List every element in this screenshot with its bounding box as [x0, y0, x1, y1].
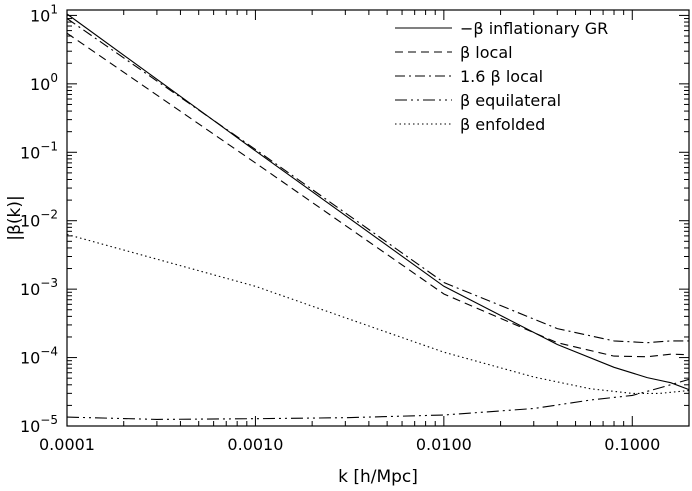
series-line-3: [66, 378, 690, 420]
y-tick-label: 10−3: [20, 276, 58, 299]
legend-label-name: β local: [460, 43, 513, 62]
y-tick-exponent: −2: [40, 208, 58, 222]
legend-label-name: β enfolded: [460, 115, 545, 134]
y-tick-exponent: −4: [40, 345, 58, 359]
y-tick-exponent: −1: [40, 139, 58, 153]
x-tick-label: 0.0100: [416, 435, 472, 454]
series-line-0: [66, 13, 690, 391]
legend-label-0: −β inflationary GR: [460, 19, 608, 38]
legend-label-1: β local: [460, 43, 513, 62]
x-tick-label: 0.0010: [227, 435, 283, 454]
series-lines: [66, 13, 690, 420]
ticks: 0.0001 0.0010 0.0100 0.100010110010−110−210…: [20, 2, 690, 454]
legend-label-2: 1.6 β local: [460, 67, 543, 86]
y-tick-label: 10−2: [20, 208, 58, 231]
y-tick-exponent: 0: [50, 71, 58, 85]
legend-label-name: β equilateral: [460, 91, 561, 110]
y-tick-label: 100: [30, 71, 58, 94]
series-line-2: [66, 18, 689, 344]
series-line-4: [66, 233, 690, 394]
x-axis-label: k [h/Mpc]: [338, 467, 418, 487]
x-tick-label: 0.0001: [39, 435, 95, 454]
y-tick-exponent: −5: [40, 413, 58, 427]
legend-label-prefix: 1.6: [460, 67, 491, 86]
y-tick-label: 101: [30, 2, 58, 25]
y-tick-exponent: −3: [40, 276, 58, 290]
plot-frame: [66, 9, 690, 427]
legend-label-name: −β inflationary GR: [460, 19, 608, 38]
series-line-1: [66, 32, 690, 358]
legend-label-3: β equilateral: [460, 91, 561, 110]
x-tick-label: 0.1000: [604, 435, 660, 454]
legend-label-4: β enfolded: [460, 115, 545, 134]
legend-label-name: β local: [491, 67, 544, 86]
y-tick-exponent: 1: [50, 2, 58, 16]
y-axis-label: |β(k)|: [5, 195, 25, 240]
y-tick-label: 10−4: [20, 345, 58, 368]
y-tick-label: 10−5: [20, 413, 58, 436]
y-tick-label: 10−1: [20, 139, 58, 162]
